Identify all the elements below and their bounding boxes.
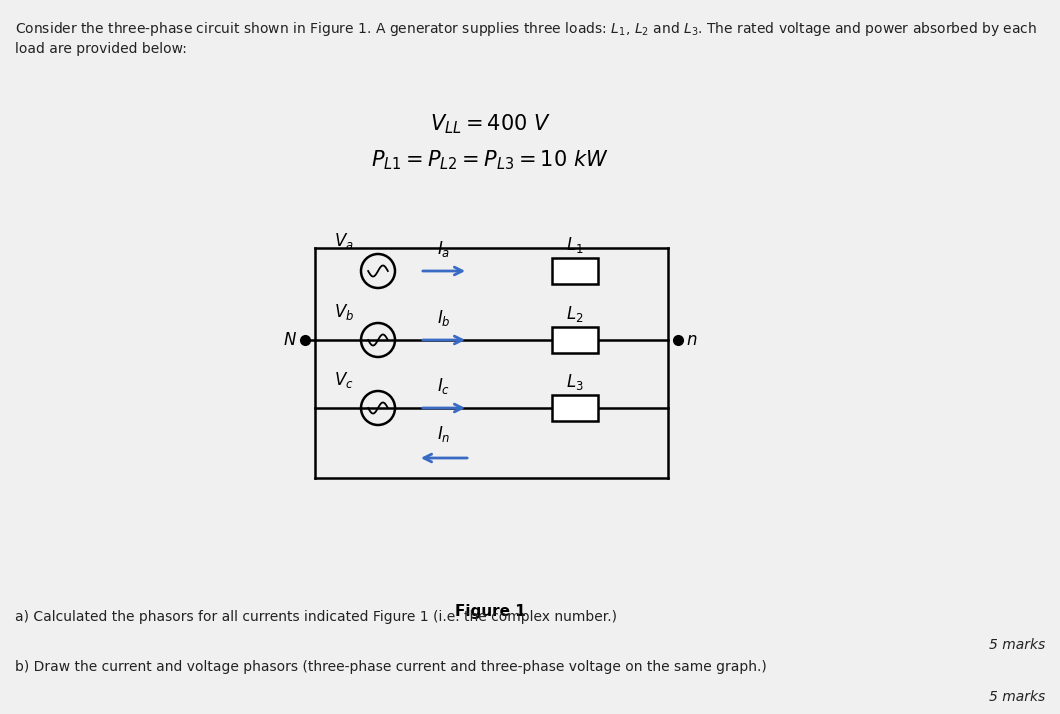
Text: $V_{LL} = 400\ V$: $V_{LL} = 400\ V$ (429, 112, 550, 136)
Bar (190, 78, 790, 588)
Text: $I_a$: $I_a$ (438, 239, 450, 259)
Bar (552, 258, 598, 284)
Text: $I_n$: $I_n$ (438, 424, 450, 444)
Text: $I_b$: $I_b$ (437, 308, 450, 328)
Text: $V_c$: $V_c$ (334, 370, 354, 390)
Text: $L_1$: $L_1$ (566, 235, 584, 255)
Text: $P_{L1} = P_{L2} = P_{L3} = 10\ kW$: $P_{L1} = P_{L2} = P_{L3} = 10\ kW$ (371, 148, 608, 171)
Text: $n$: $n$ (686, 331, 697, 349)
Text: a) Calculated the phasors for all currents indicated Figure 1 (i.e. the complex : a) Calculated the phasors for all curren… (15, 610, 617, 624)
Text: $L_2$: $L_2$ (566, 304, 584, 324)
Text: $I_c$: $I_c$ (438, 376, 450, 396)
Text: load are provided below:: load are provided below: (15, 42, 187, 56)
Text: Figure 1: Figure 1 (455, 604, 526, 619)
Bar (552, 395, 598, 421)
Text: $V_a$: $V_a$ (334, 231, 354, 251)
Text: b) Draw the current and voltage phasors (three-phase current and three-phase vol: b) Draw the current and voltage phasors … (15, 660, 766, 674)
Bar (552, 327, 598, 353)
Text: 5 marks: 5 marks (989, 638, 1045, 652)
Text: $L_3$: $L_3$ (566, 372, 584, 392)
Text: 5 marks: 5 marks (989, 690, 1045, 704)
Text: $V_b$: $V_b$ (334, 302, 354, 322)
Text: $N$: $N$ (283, 331, 297, 349)
Text: Consider the three-phase circuit shown in Figure 1. A generator supplies three l: Consider the three-phase circuit shown i… (15, 20, 1037, 38)
